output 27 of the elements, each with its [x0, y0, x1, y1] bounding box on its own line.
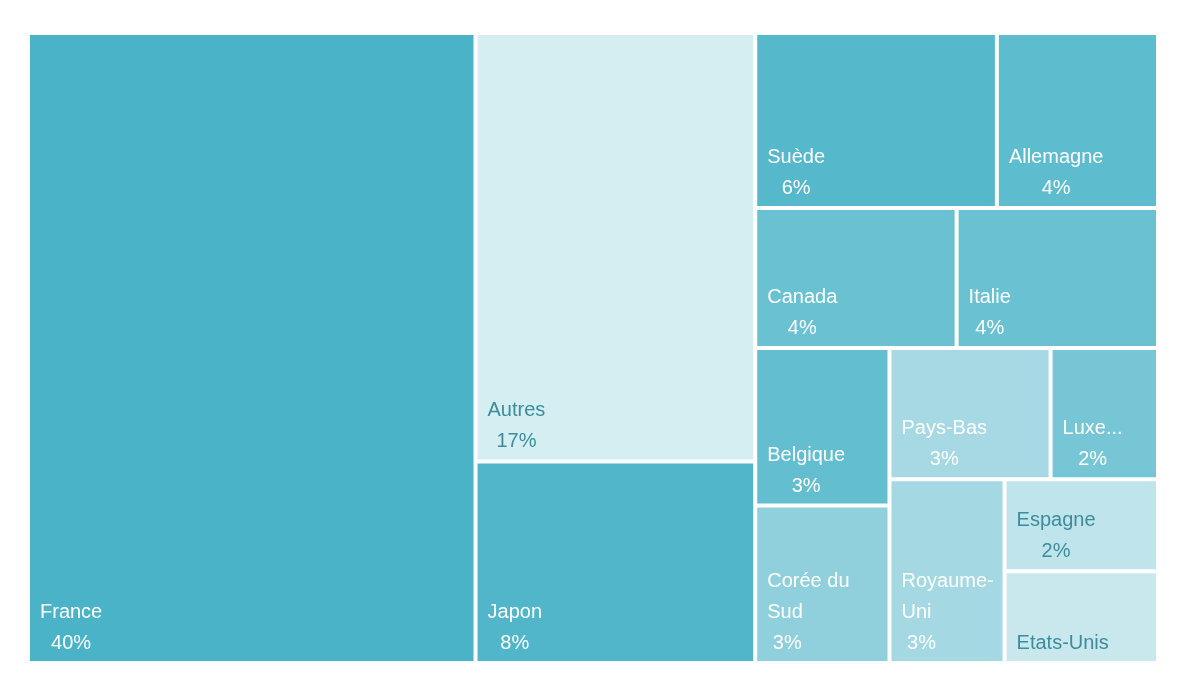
category-label: Pays-Bas — [901, 416, 988, 439]
category-label: France — [40, 600, 103, 622]
data-label: 2% — [1041, 539, 1071, 562]
category-label: Canada — [767, 285, 839, 307]
category-label: Belgique — [767, 442, 846, 465]
category-label: Corée du Sud — [767, 569, 850, 622]
category-label: Italie — [968, 285, 1011, 307]
category-label: Autres — [487, 398, 546, 421]
data-label: 6% — [781, 176, 811, 198]
data-label: 3% — [772, 631, 802, 653]
data-label: 8% — [500, 631, 530, 653]
category-label: Allemagne — [1008, 145, 1104, 167]
category-label: Luxe... — [1062, 416, 1123, 439]
data-label: 2% — [1078, 447, 1108, 470]
data-label: 40% — [51, 631, 92, 653]
data-label: 3% — [791, 473, 821, 496]
data-label: 4% — [787, 316, 817, 338]
category-label: Etats-Unis — [1016, 631, 1109, 653]
data-label: 3% — [929, 447, 959, 470]
data-label: 17% — [496, 429, 537, 452]
category-label: Espagne — [1016, 508, 1096, 531]
data-label: 3% — [907, 631, 937, 653]
data-label: 4% — [975, 316, 1005, 338]
category-label: Suède — [767, 145, 826, 167]
category-label: Royaume-Uni — [901, 569, 994, 622]
data-label: 4% — [1041, 176, 1071, 198]
category-label: Japon — [487, 600, 543, 622]
